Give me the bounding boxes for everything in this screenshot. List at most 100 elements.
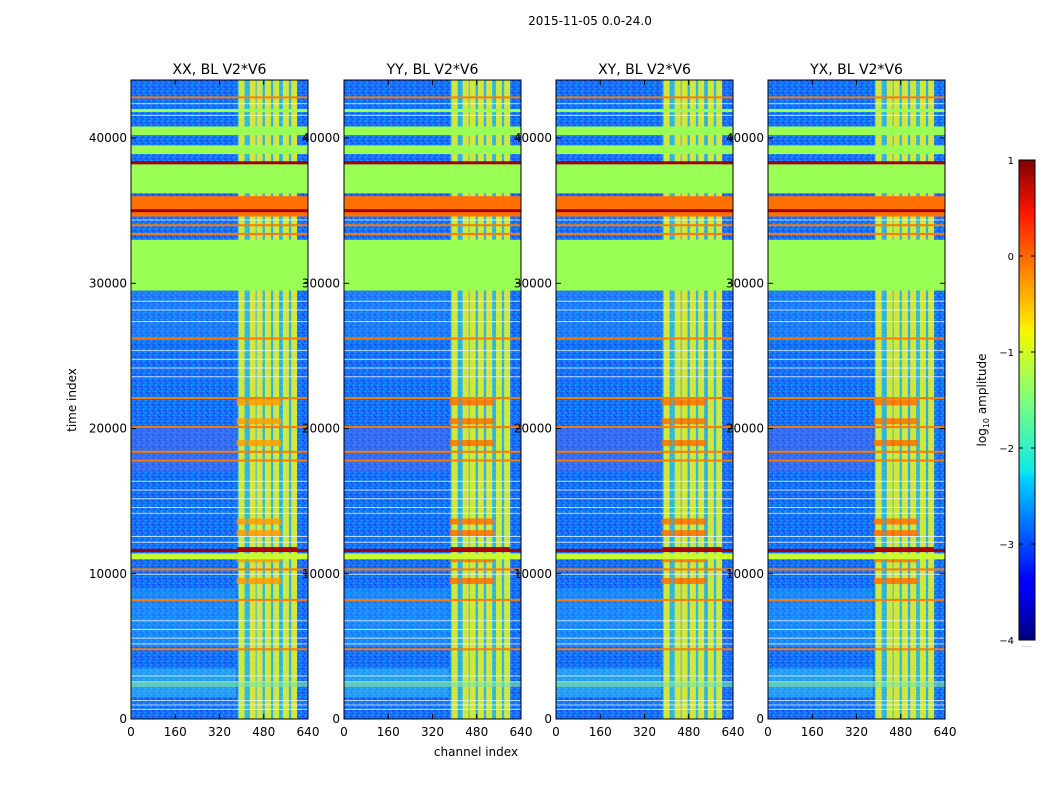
- strong-rfi-row: [768, 161, 945, 165]
- white-stripe: [344, 704, 521, 706]
- rfi-row: [131, 598, 308, 601]
- y-tick-label: 30000: [726, 276, 764, 290]
- flagged-region: [131, 145, 308, 155]
- rfi-blob: [262, 440, 273, 447]
- strong-rfi-row: [237, 547, 297, 552]
- white-stripe: [131, 321, 308, 323]
- flagged-region: [556, 681, 733, 688]
- heatmap-patch: [344, 428, 450, 473]
- rfi-row: [768, 598, 945, 601]
- rfi-blob: [254, 418, 265, 425]
- rfi-blob: [262, 530, 273, 537]
- heatmap-patch: [344, 588, 450, 647]
- white-stripe: [556, 704, 733, 706]
- white-stripe: [768, 367, 945, 369]
- white-stripe: [768, 480, 945, 482]
- rfi-blob: [449, 578, 460, 585]
- rfi-row: [131, 96, 308, 99]
- bright-channel: [928, 80, 935, 719]
- white-stripe: [556, 573, 733, 575]
- white-stripe: [131, 700, 308, 702]
- bright-channel: [291, 80, 298, 719]
- rfi-blob: [661, 530, 672, 537]
- rfi-blob: [661, 399, 672, 406]
- white-stripe: [344, 358, 521, 360]
- white-stripe: [131, 350, 308, 352]
- rfi-blob: [449, 530, 460, 537]
- rfi-blob: [236, 399, 247, 406]
- rfi-row: [344, 450, 521, 453]
- rfi-row: [344, 337, 521, 340]
- white-stripe: [768, 350, 945, 352]
- flagged-region: [556, 126, 733, 136]
- white-stripe: [131, 489, 308, 491]
- flagged-region: [556, 164, 733, 194]
- white-stripe: [131, 620, 308, 622]
- white-stripe: [344, 309, 521, 311]
- white-stripe: [556, 498, 733, 500]
- rfi-blob: [873, 418, 884, 425]
- white-stripe: [556, 114, 733, 116]
- rfi-row: [556, 598, 733, 601]
- white-stripe: [131, 643, 308, 645]
- white-stripe: [131, 704, 308, 706]
- rfi-blob: [484, 530, 495, 537]
- y-tick-label: 10000: [514, 567, 552, 581]
- rfi-blob: [247, 530, 258, 537]
- white-stripe: [768, 321, 945, 323]
- x-tick-label: 640: [510, 725, 533, 739]
- white-stripe: [131, 219, 308, 221]
- white-stripe: [556, 358, 733, 360]
- white-stripe: [556, 309, 733, 311]
- rfi-blob: [475, 399, 486, 406]
- rfi-row: [768, 232, 945, 235]
- white-stripe: [344, 114, 521, 116]
- rfi-row: [131, 232, 308, 235]
- white-stripe: [768, 536, 945, 538]
- y-tick-label: 0: [756, 712, 764, 726]
- rfi-blob: [891, 440, 902, 447]
- rfi-blob: [908, 440, 919, 447]
- rfi-blob: [884, 399, 895, 406]
- white-stripe: [131, 675, 308, 677]
- rfi-blob: [899, 440, 910, 447]
- flagged-region: [556, 239, 733, 291]
- rfi-blob: [687, 578, 698, 585]
- white-stripe: [344, 628, 521, 630]
- x-tick-label: 480: [889, 725, 912, 739]
- rfi-blob: [687, 530, 698, 537]
- rfi-blob: [449, 418, 460, 425]
- colorbar-tick-label: 1: [1008, 156, 1014, 167]
- white-stripe: [556, 620, 733, 622]
- rfi-row: [768, 96, 945, 99]
- white-stripe: [768, 541, 945, 543]
- panel-3: XY, BL V2*V6 0 160 320 480 640 0 10000 20000 3000…: [514, 62, 745, 739]
- rfi-blob: [661, 518, 672, 525]
- rfi-blob: [484, 518, 495, 525]
- rfi-blob: [271, 399, 282, 406]
- rfi-blob: [899, 530, 910, 537]
- rfi-blob: [672, 399, 683, 406]
- rfi-blob: [262, 399, 273, 406]
- heatmap-patch: [768, 588, 874, 647]
- white-stripe: [344, 573, 521, 575]
- x-tick-label: 160: [589, 725, 612, 739]
- bright-channel: [716, 80, 723, 719]
- white-stripe: [344, 376, 521, 378]
- heatmap-patch: [768, 283, 874, 342]
- white-stripe: [344, 637, 521, 639]
- y-tick-label: 40000: [514, 131, 552, 145]
- rfi-blob: [661, 418, 672, 425]
- white-stripe: [131, 367, 308, 369]
- rfi-band: [131, 196, 308, 217]
- panel-title: YY, BL V2*V6: [386, 62, 479, 78]
- x-tick-label: 320: [633, 725, 656, 739]
- rfi-blob: [271, 578, 282, 585]
- rfi-blob: [484, 399, 495, 406]
- strong-rfi-row: [874, 547, 934, 552]
- flagged-region: [556, 553, 733, 560]
- y-tick-label: 30000: [89, 276, 127, 290]
- rfi-blob: [236, 518, 247, 525]
- white-stripe: [556, 300, 733, 302]
- colorbar-label: log10 amplitude: [975, 354, 991, 447]
